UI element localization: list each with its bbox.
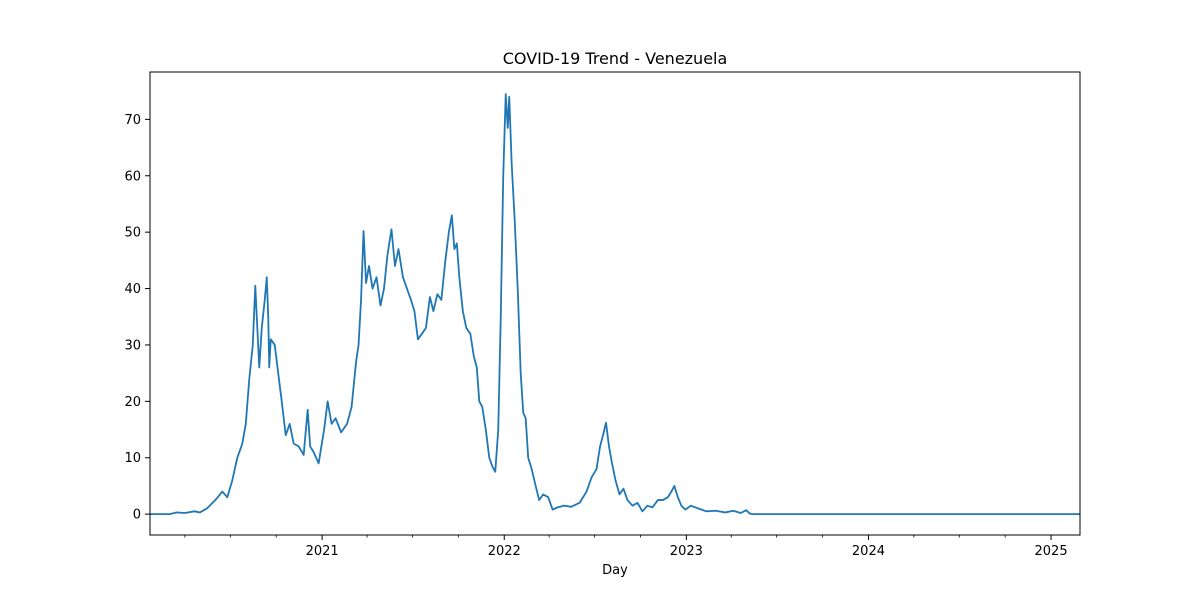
plot-background [150,72,1080,535]
y-tick-label: 0 [133,508,141,523]
y-tick-label: 10 [124,451,141,466]
plot-frame [149,71,1081,536]
y-tick-label: 20 [124,395,141,410]
y-tick-label: 60 [124,169,141,184]
x-tick-label: 2025 [1035,544,1068,559]
x-tick-label: 2021 [306,544,339,559]
y-tick-label: 70 [124,113,141,128]
y-tick-label: 50 [124,226,141,241]
y-tick-label: 30 [124,338,141,353]
chart-title: COVID-19 Trend - Venezuela [503,49,728,68]
x-tick-label: 2024 [852,544,885,559]
x-tick-label: 2023 [670,544,703,559]
x-axis-ticks: 2021 2022 2023 2024 2025 [306,535,1068,559]
y-axis-ticks: 0 10 20 30 40 50 60 70 [124,113,150,523]
y-tick-label: 40 [124,282,141,297]
x-tick-label: 2022 [488,544,521,559]
series-line [150,93,1080,516]
x-axis-label: Day [602,563,628,578]
